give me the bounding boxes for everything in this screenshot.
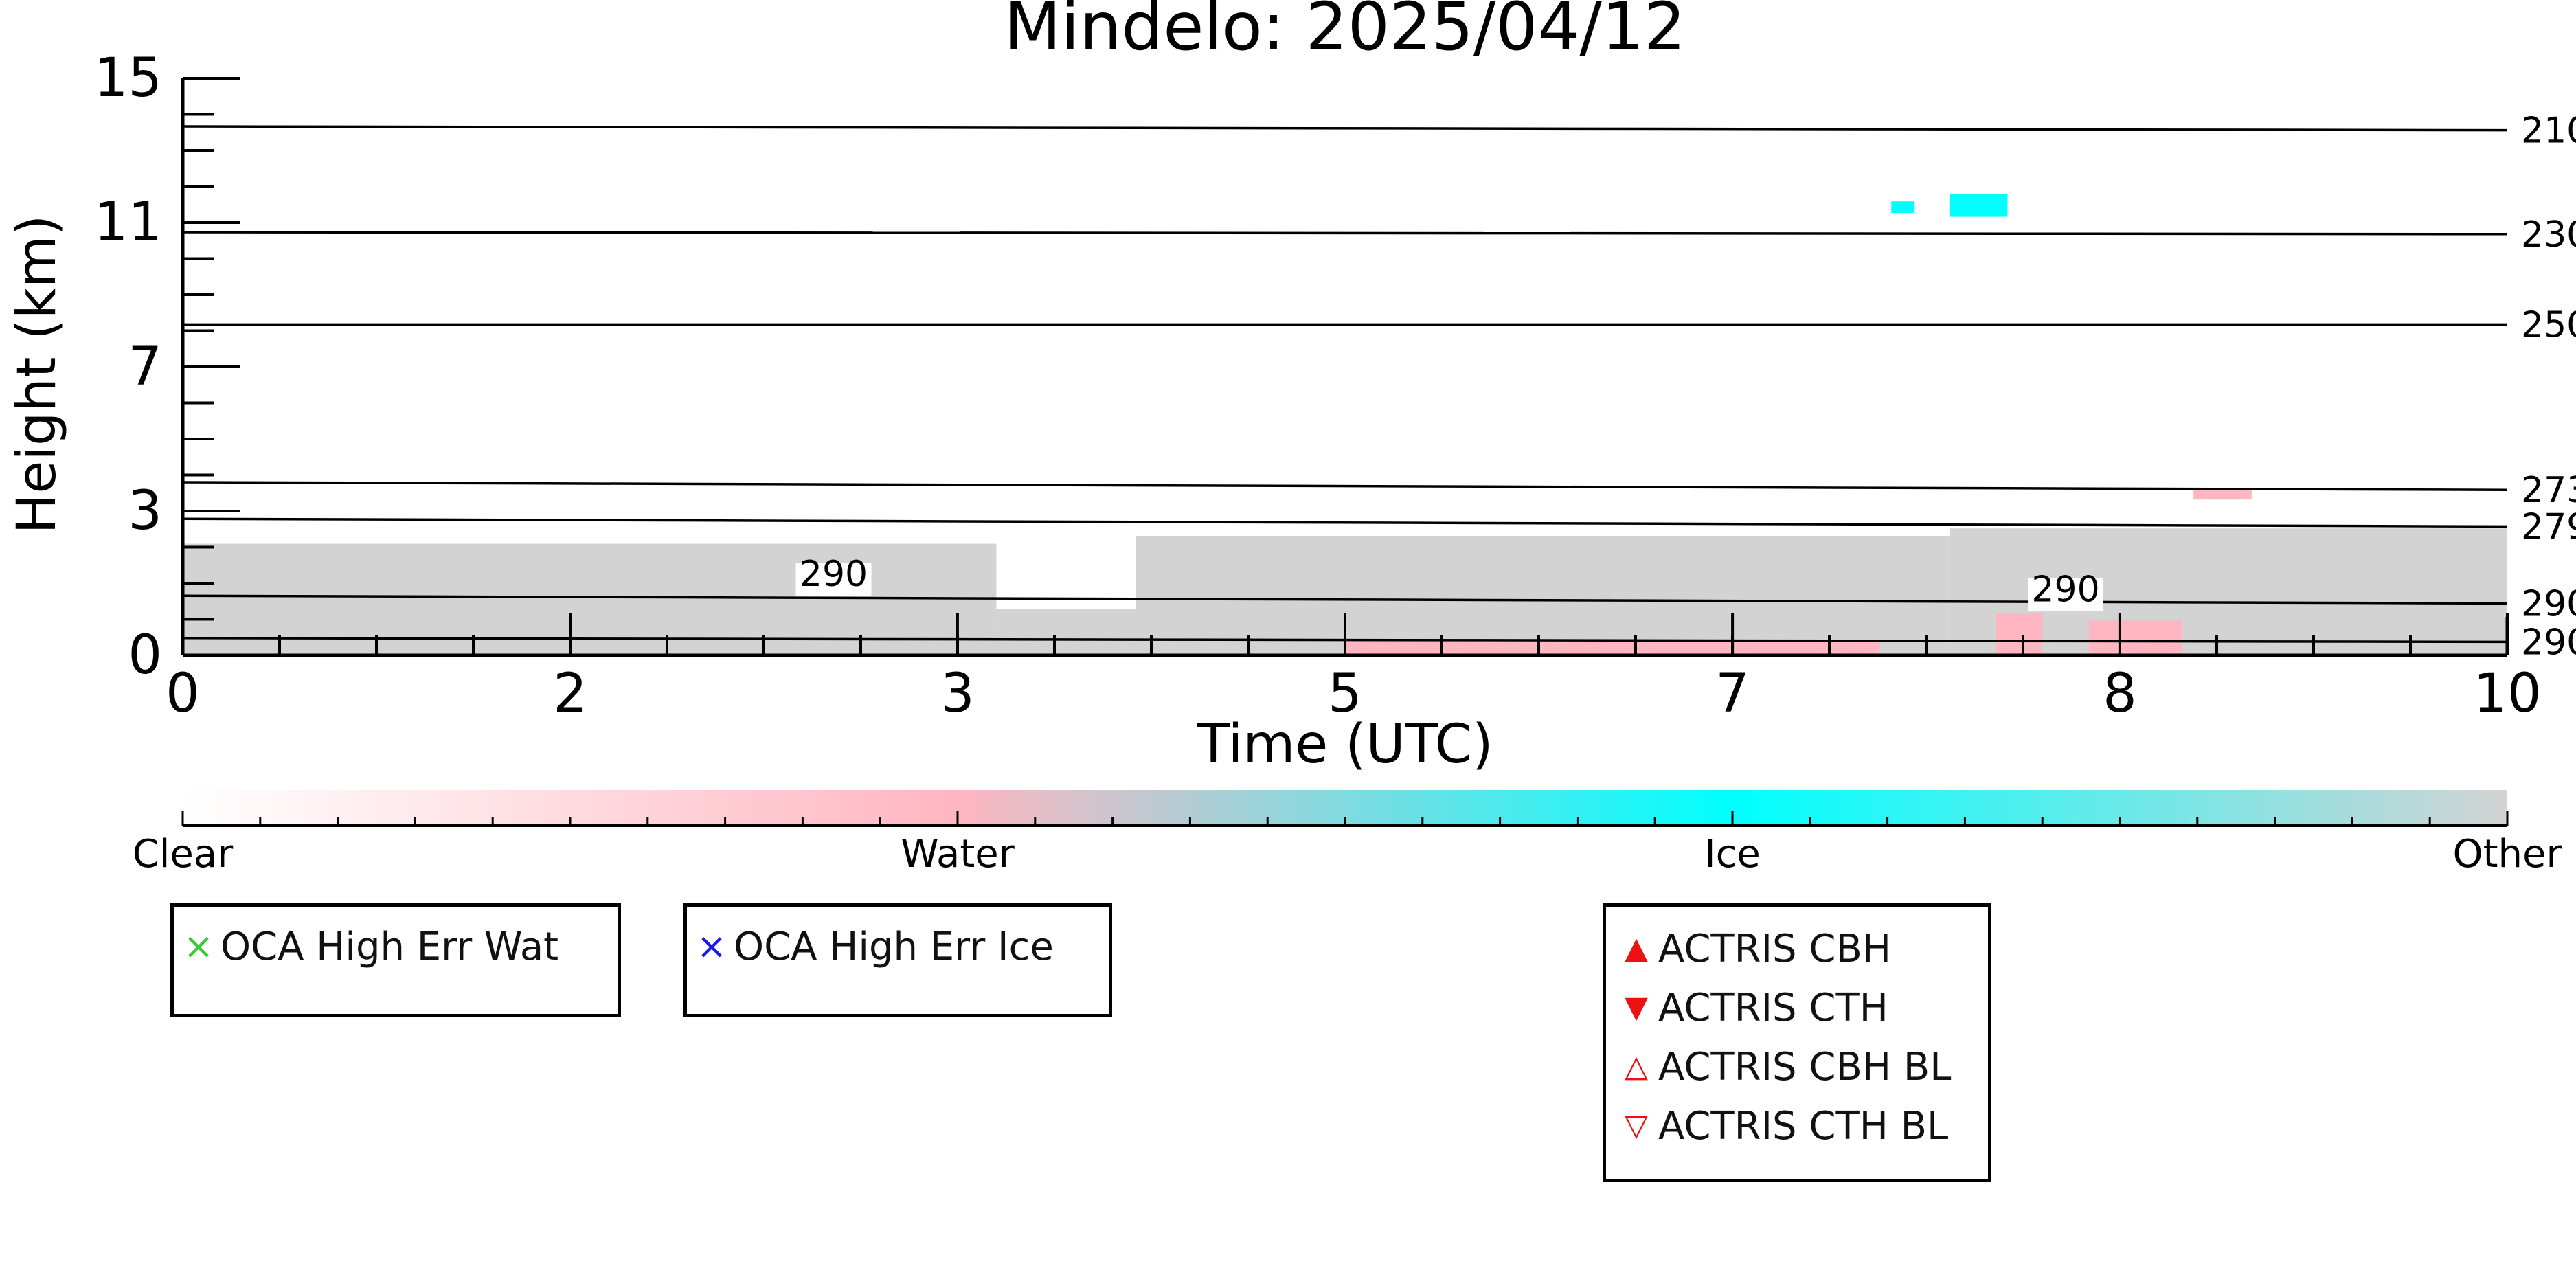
contour-line (182, 594, 2508, 605)
green-cross-icon: × (183, 926, 214, 967)
contour-line (182, 125, 2508, 132)
colorbar-label: Water (901, 832, 1015, 877)
legend-entry-actris-cbh: ▲ ACTRIS CBH (1621, 919, 1988, 978)
x-axis-label: Time (UTC) (1196, 714, 1493, 776)
contour-label: 210 (2521, 111, 2576, 152)
colorbar-label: Other (2452, 832, 2562, 877)
contour-line (182, 517, 2508, 528)
y-tick-label: 0 (128, 624, 162, 686)
contour-label: 290 (2521, 622, 2576, 663)
temperature-contours: 210230250273279290290290290 (182, 111, 2576, 663)
classification-regions (183, 194, 2507, 655)
contour-label: 279 (2521, 506, 2576, 547)
legend-label: ACTRIS CBH BL (1658, 1044, 1952, 1089)
x-tick-label: 10 (2473, 663, 2541, 725)
region-water (1996, 613, 2043, 655)
plot-axes: 0 3 7 11 15 0 2 3 5 7 8 10 (94, 47, 2542, 725)
contour-line (182, 231, 2508, 236)
legend-entry-oca-high-err-wat: × OCA High Err Wat (183, 917, 618, 976)
legend-entry-actris-cbh-bl: △ ACTRIS CBH BL (1621, 1037, 1988, 1096)
legend-label: OCA High Err Ice (734, 924, 1054, 969)
chart-title: Mindelo: 2025/04/12 (1004, 0, 1686, 65)
legend-oca-ice: × OCA High Err Ice (683, 903, 1112, 1017)
colorbar-label: Ice (1704, 832, 1761, 877)
outline-triangle-up-icon: △ (1625, 1049, 1648, 1084)
contour-label: 230 (2521, 214, 2576, 256)
legend-entry-oca-high-err-ice: × OCA High Err Ice (697, 917, 1109, 976)
y-tick-label: 11 (94, 192, 162, 253)
filled-triangle-up-icon: ▲ (1625, 931, 1648, 966)
legend-entry-actris-cth-bl: ▽ ACTRIS CTH BL (1621, 1096, 1988, 1155)
x-tick-label: 8 (2103, 663, 2137, 725)
contour-label-background (795, 563, 872, 596)
y-tick-label: 3 (128, 480, 162, 542)
legend-label: ACTRIS CBH (1658, 926, 1892, 971)
x-tick-label: 5 (1328, 663, 1362, 725)
region-other (1136, 536, 1950, 655)
legend-entry-actris-cth: ▼ ACTRIS CTH (1621, 978, 1988, 1037)
contour-label: 273 (2521, 470, 2576, 511)
region-water (2088, 620, 2182, 655)
contour-label: 290 (2521, 583, 2576, 624)
legend-actris: ▲ ACTRIS CBH ▼ ACTRIS CTH △ ACTRIS CBH B… (1603, 903, 1991, 1182)
y-axis-label: Height (km) (6, 215, 68, 534)
x-tick-label: 2 (553, 663, 587, 725)
y-tick-label: 7 (128, 336, 162, 398)
x-tick-label: 7 (1715, 663, 1750, 725)
contour-label: 250 (2521, 304, 2576, 346)
blue-cross-icon: × (697, 926, 727, 967)
x-tick-label: 3 (940, 663, 975, 725)
x-tick-label: 0 (166, 663, 200, 725)
region-water (1345, 640, 1880, 655)
legend-oca-water: × OCA High Err Wat (170, 903, 621, 1017)
y-tick-label: 15 (94, 47, 162, 109)
outline-triangle-down-icon: ▽ (1625, 1108, 1648, 1143)
legend-label: OCA High Err Wat (221, 924, 559, 969)
colorbar: Clear Water Ice Other (133, 790, 2562, 877)
region-water (2193, 488, 2252, 500)
contour-inline-label: 290 (800, 554, 868, 595)
filled-triangle-down-icon: ▼ (1625, 990, 1648, 1025)
contour-label-background (2028, 578, 2104, 611)
region-ice (1891, 201, 1915, 213)
contour-inline-label: 290 (2031, 569, 2099, 611)
region-other (996, 609, 1136, 655)
colorbar-label: Clear (133, 832, 234, 877)
legend-label: ACTRIS CTH BL (1658, 1103, 1949, 1149)
legend-label: ACTRIS CTH (1658, 985, 1888, 1030)
region-ice (1949, 194, 2008, 217)
contour-line (182, 481, 2508, 491)
